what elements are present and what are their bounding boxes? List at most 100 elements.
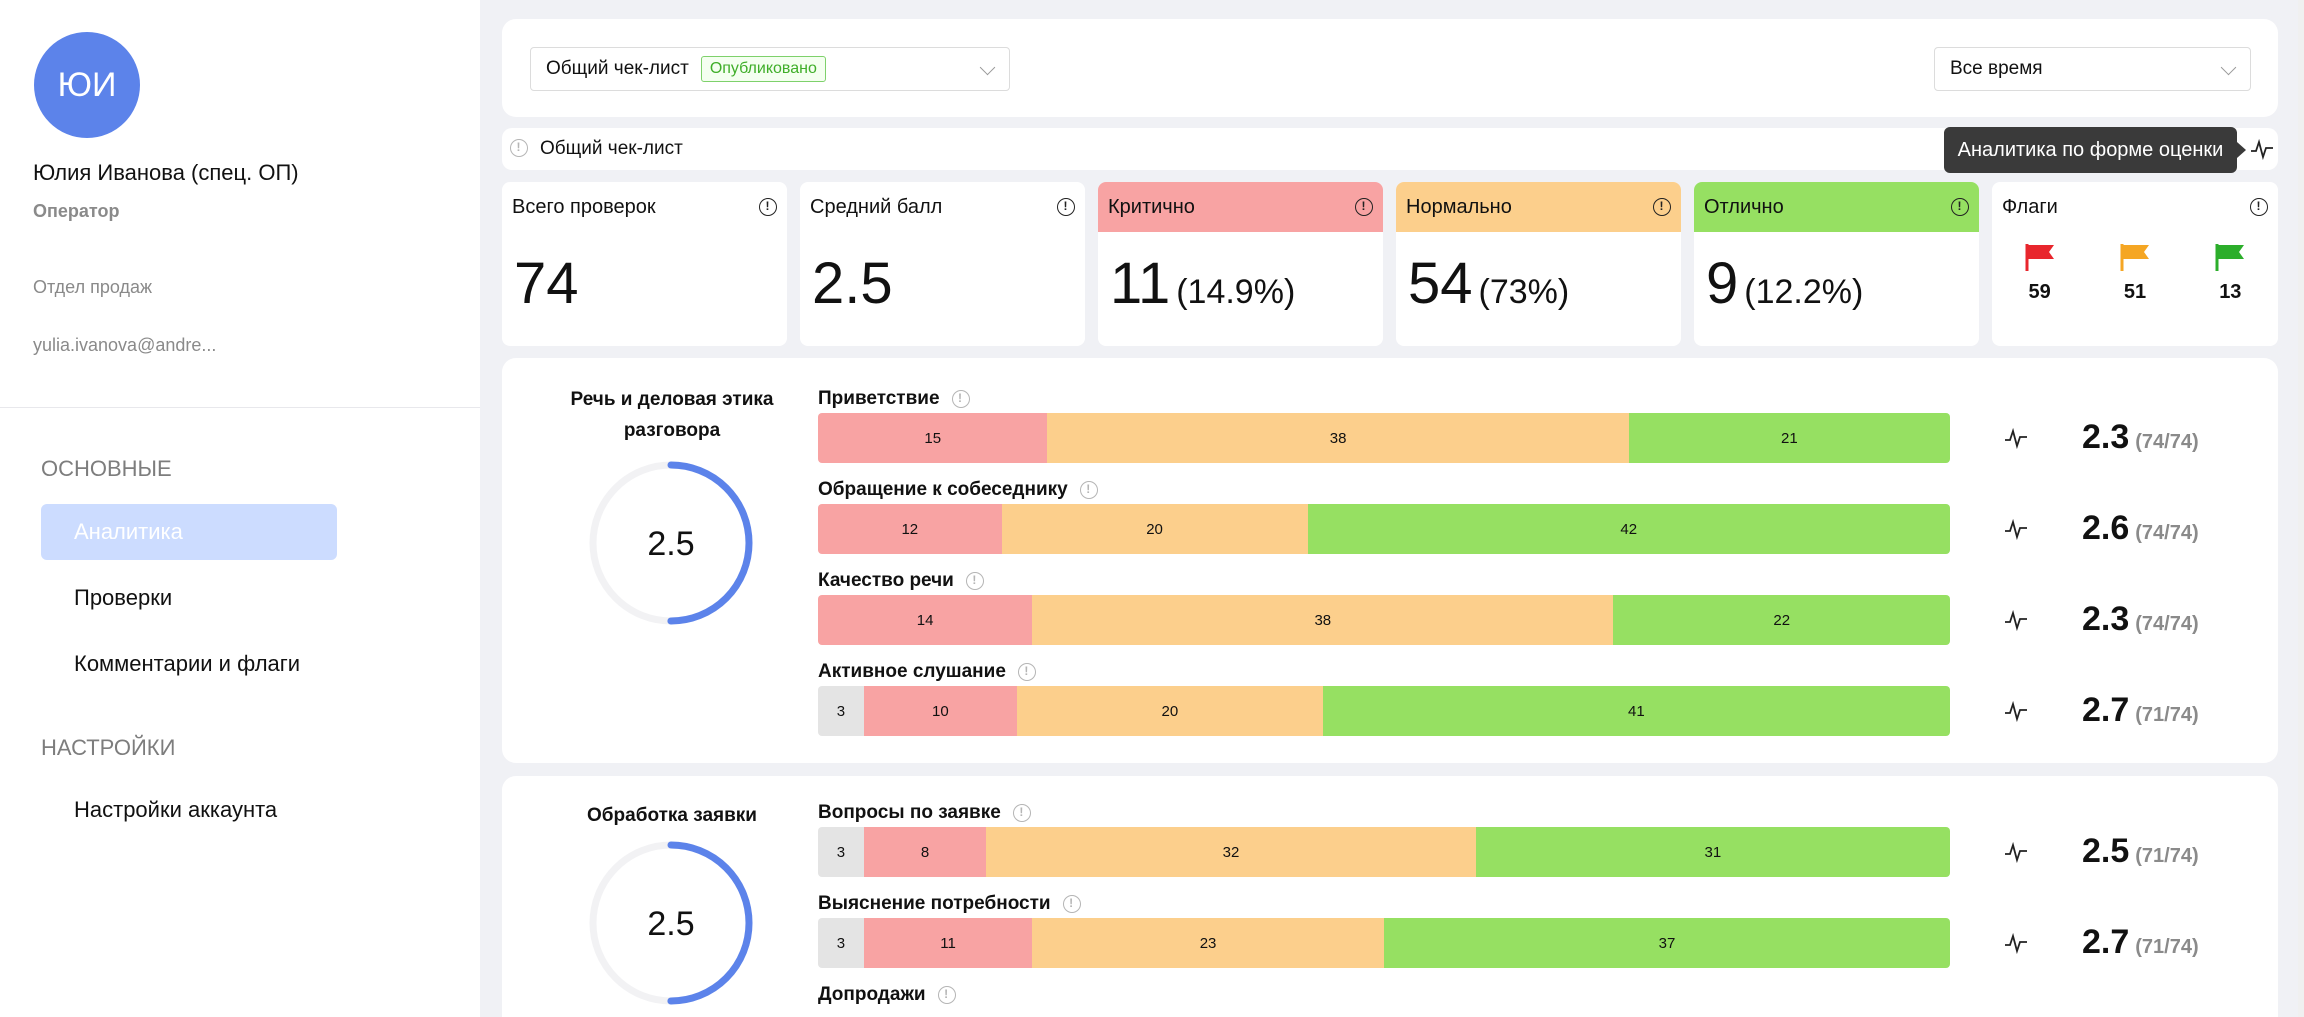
user-department: Отдел продаж <box>33 277 152 297</box>
pulse-icon[interactable] <box>2004 931 2028 955</box>
bar-segment-orange[interactable]: 38 <box>1047 413 1629 463</box>
info-icon[interactable] <box>937 986 956 1004</box>
gauge-score: 2.5 <box>647 525 694 563</box>
bar-segment-orange[interactable]: 38 <box>1032 595 1614 645</box>
bar-segment-red[interactable]: 8 <box>863 827 987 877</box>
orange-flag-icon <box>2120 244 2149 271</box>
criterion-name: Вопросы по заявке <box>818 802 1001 823</box>
gauge-fill <box>589 461 753 625</box>
info-icon[interactable] <box>1079 481 1098 499</box>
criterion-score: 2.5 (71/74) <box>2082 832 2199 871</box>
flag-red[interactable]: 59 <box>1992 242 2087 304</box>
criterion-label: Вопросы по заявке <box>818 802 1031 824</box>
bar-segment-gray[interactable]: 3 <box>818 686 864 736</box>
stat-excellent: Отлично 9(12.2%) <box>1694 182 1979 346</box>
flag-orange[interactable]: 51 <box>2087 242 2182 304</box>
checklist-select[interactable]: Общий чек-лист Опубликовано <box>530 47 1010 91</box>
pulse-icon[interactable] <box>2004 517 2028 541</box>
bar-segment-orange[interactable]: 32 <box>986 827 1476 877</box>
bar-segment-red[interactable]: 15 <box>818 413 1048 463</box>
criterion-bar[interactable]: 3 8 32 31 <box>818 827 1950 877</box>
info-icon[interactable] <box>1653 198 1671 216</box>
bar-segment-green[interactable]: 31 <box>1475 827 1950 877</box>
pulse-icon[interactable] <box>2004 608 2028 632</box>
criterion-name: Качество речи <box>818 570 954 591</box>
info-icon[interactable] <box>951 390 970 408</box>
bar-segment-red[interactable]: 14 <box>818 595 1033 645</box>
info-icon[interactable] <box>1062 895 1081 913</box>
info-icon[interactable] <box>510 139 528 157</box>
nav-section-main-label: ОСНОВНЫЕ <box>41 456 172 481</box>
pulse-line <box>2005 932 2027 955</box>
stat-excellent-label: Отлично <box>1704 195 1784 218</box>
bar-segment-green[interactable]: 42 <box>1307 504 1950 554</box>
sidebar-divider <box>0 407 480 408</box>
bar-segment-gray[interactable]: 3 <box>818 918 864 968</box>
info-icon[interactable] <box>1355 198 1373 216</box>
bar-segment-green[interactable]: 22 <box>1613 595 1950 645</box>
bar-segment-gray[interactable]: 3 <box>818 827 864 877</box>
pulse-line <box>2005 518 2027 541</box>
sidebar-item-analytics[interactable]: Аналитика <box>41 504 337 560</box>
criterion-score: 2.3 (74/74) <box>2082 418 2199 457</box>
info-icon[interactable] <box>1017 663 1036 681</box>
criterion-name: Активное слушание <box>818 661 1006 682</box>
criterion-bar[interactable] <box>818 1009 1950 1017</box>
stat-total: Всего проверок 74 <box>502 182 787 346</box>
sidebar-item-comments-flags[interactable]: Комментарии и флаги <box>74 651 301 676</box>
criterion-score-value: 2.3 <box>2082 600 2130 638</box>
info-icon[interactable] <box>759 198 777 216</box>
info-icon[interactable] <box>1951 198 1969 216</box>
avatar[interactable]: ЮИ <box>34 32 140 138</box>
criterion-name: Приветствие <box>818 388 940 409</box>
sidebar-item-account-settings[interactable]: Настройки аккаунта <box>74 797 278 822</box>
flag-green-count: 13 <box>2219 281 2242 303</box>
stat-critical-value: 11 (14.9%) <box>1110 251 1296 316</box>
info-icon[interactable] <box>1012 804 1031 822</box>
criterion-score: 2.6 (74/74) <box>2082 509 2199 548</box>
sidebar: ЮИ Юлия Иванова (спец. ОП) Оператор Отде… <box>0 0 480 1017</box>
red-flag-icon <box>2025 244 2054 271</box>
scrollbar[interactable] <box>2298 0 2304 1017</box>
pulse-icon[interactable] <box>2004 699 2028 723</box>
criterion-bar[interactable]: 3 10 20 41 <box>818 686 1950 736</box>
stat-average-value: 2.5 <box>812 251 893 316</box>
bar-segment-orange[interactable]: 20 <box>1001 504 1308 554</box>
criterion-label: Обращение к собеседнику <box>818 479 1098 501</box>
bar-segment-orange[interactable]: 23 <box>1032 918 1384 968</box>
stat-flags-label: Флаги <box>2002 195 2058 218</box>
info-icon[interactable] <box>965 572 984 590</box>
bar-segment-green[interactable]: 41 <box>1322 686 1950 736</box>
info-icon[interactable] <box>2250 198 2268 216</box>
criterion-bar[interactable]: 15 38 21 <box>818 413 1950 463</box>
bar-segment-red[interactable]: 10 <box>863 686 1017 736</box>
chevron-down-icon <box>2220 59 2237 76</box>
criterion-bar[interactable]: 3 11 23 37 <box>818 918 1950 968</box>
bar-segment-green[interactable]: 37 <box>1383 918 1950 968</box>
criterion-name: Обращение к собеседнику <box>818 479 1068 500</box>
stat-normal-value: 54 (73%) <box>1408 251 1570 316</box>
flag-green[interactable]: 13 <box>2183 242 2278 304</box>
section-card: Речь и деловая этика разговора 2.5 Приветс… <box>502 358 2278 763</box>
bar-segment-orange[interactable]: 20 <box>1016 686 1323 736</box>
sidebar-item-checks[interactable]: Проверки <box>74 585 173 610</box>
user-name: Юлия Иванова (спец. ОП) <box>33 160 299 185</box>
criterion-bar[interactable]: 14 38 22 <box>818 595 1950 645</box>
stat-critical: Критично 11(14.9%) <box>1098 182 1383 346</box>
bar-segment-red[interactable]: 12 <box>818 504 1002 554</box>
period-select[interactable]: Все время <box>1934 47 2251 91</box>
bar-segment-red[interactable]: 11 <box>863 918 1033 968</box>
stat-excellent-value: 9 (12.2%) <box>1706 251 1864 316</box>
criterion-score-value: 2.5 <box>2082 832 2130 870</box>
stat-flags: Флаги 59 51 13 <box>1992 182 2278 346</box>
pulse-icon[interactable] <box>2004 426 2028 450</box>
pulse-icon[interactable] <box>2004 840 2028 864</box>
user-role: Оператор <box>33 201 120 221</box>
info-icon[interactable] <box>1057 198 1075 216</box>
bar-segment-green[interactable]: 21 <box>1628 413 1950 463</box>
criterion-bar[interactable]: 12 20 42 <box>818 504 1950 554</box>
pulse-line <box>2005 427 2027 450</box>
pulse-icon[interactable] <box>2250 137 2274 161</box>
gauge-score: 2.5 <box>647 905 694 943</box>
